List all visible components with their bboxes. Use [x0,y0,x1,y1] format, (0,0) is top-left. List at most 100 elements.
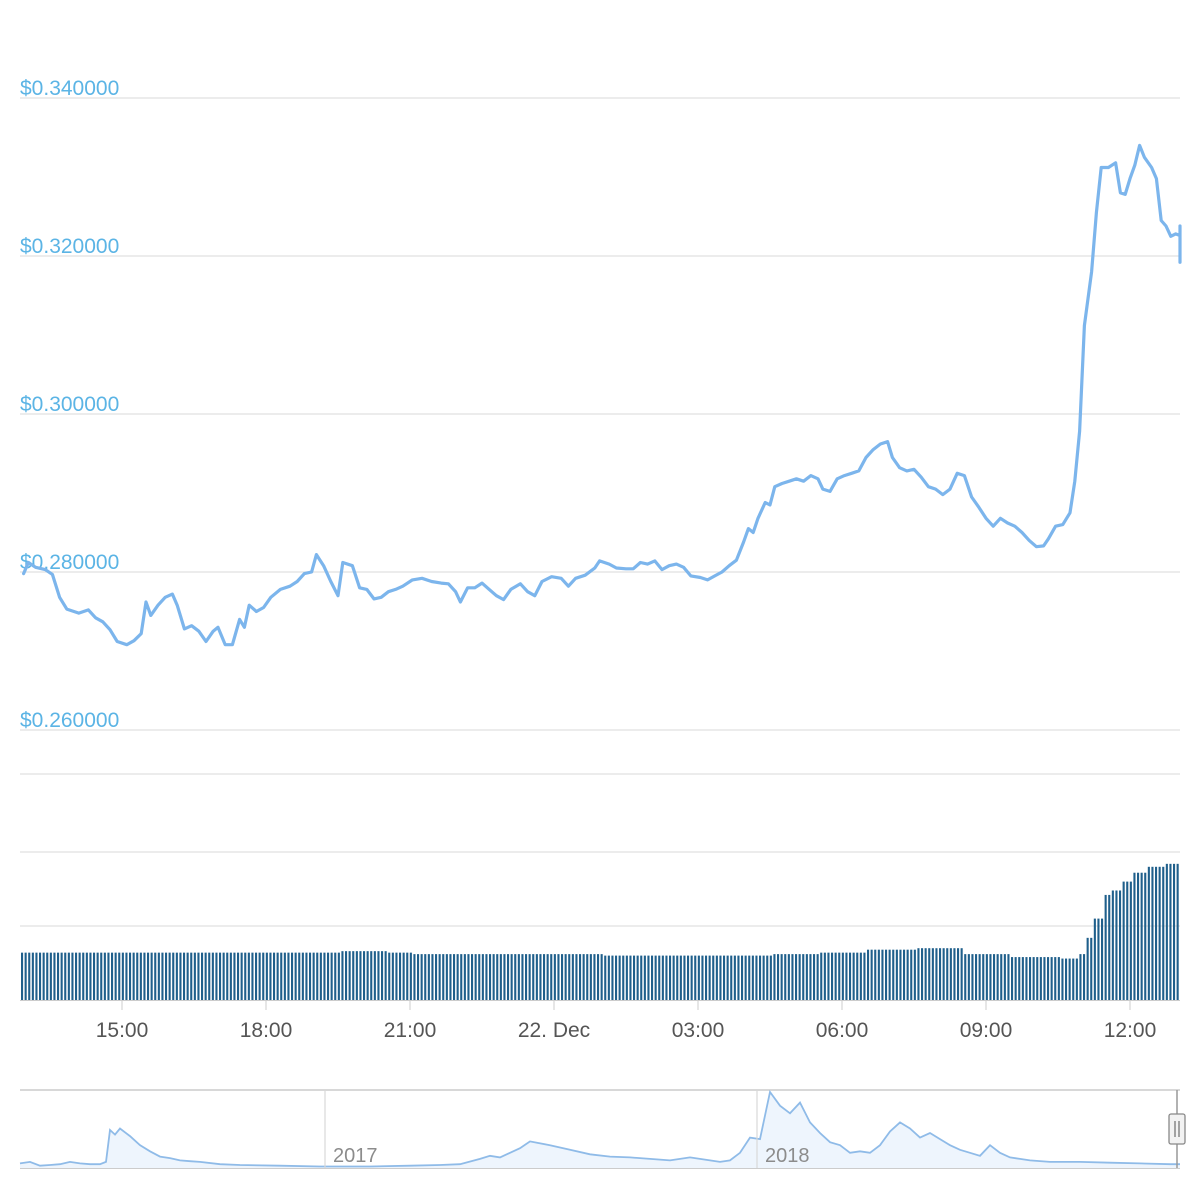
navigator-handle[interactable] [1168,1113,1186,1145]
volume-bar [553,954,556,1000]
volume-bar [1029,957,1032,1000]
volume-bar [1173,863,1176,1000]
x-axis-label: 22. Dec [518,1019,590,1042]
volume-bar [579,954,582,1000]
volume-bar [323,952,326,1000]
volume-bar [319,952,322,1000]
volume-bar [827,952,830,1000]
volume-bar [384,951,387,1000]
volume-bar [885,949,888,1000]
volume-bar [730,955,733,1000]
price-line[interactable] [22,143,1182,647]
y-axis-label: $0.340000 [20,77,119,100]
volume-bar [1147,866,1150,1000]
volume-bar [1007,954,1010,1000]
volume-bar [895,949,898,1000]
volume-bar [1000,954,1003,1000]
volume-bar [150,952,153,1000]
volume-bar [831,952,834,1000]
volume-bar [665,955,668,1000]
volume-bar [154,952,157,1000]
volume-bar [121,952,124,1000]
volume-bar [712,955,715,1000]
price-series[interactable] [22,143,1182,647]
volume-bar [247,952,250,1000]
volume-bar [1086,937,1089,1000]
volume-bar [1065,958,1068,1000]
volume-bar [75,952,78,1000]
grid-lines [20,97,1180,927]
volume-bar [881,949,884,1000]
volume-bar [859,952,862,1000]
volume-bar [215,952,218,1000]
volume-bar [741,955,744,1000]
volume-bar [769,955,772,1000]
volume-bar [564,954,567,1000]
volume-bar [165,952,168,1000]
volume-bar [496,954,499,1000]
volume-bar [805,954,808,1000]
volume-bar [834,952,837,1000]
volume-bar [183,952,186,1000]
volume-bar [298,952,301,1000]
volume-bar [679,955,682,1000]
volume-bar [715,955,718,1000]
volume-bar [899,949,902,1000]
volume-bar [1032,957,1035,1000]
volume-bar [179,952,182,1000]
volume-bar [748,955,751,1000]
volume-bar [93,952,96,1000]
volume-bar [409,952,412,1000]
volume-bar [687,955,690,1000]
volume-bar [633,955,636,1000]
volume-bar [237,952,240,1000]
volume-bar [1014,957,1017,1000]
volume-bar [1003,954,1006,1000]
volume-bar [78,952,81,1000]
navigator[interactable]: 2017 2018 [19,1089,1186,1169]
volume-bar [939,948,942,1000]
volume-bar [67,952,70,1000]
volume-bar [571,954,574,1000]
volume-bar [489,954,492,1000]
volume-bar [240,952,243,1000]
volume-bar [852,952,855,1000]
volume-bar [669,955,672,1000]
volume-bar [85,952,88,1000]
volume-bar [993,954,996,1000]
volume-bar [471,954,474,1000]
volume-bar [697,955,700,1000]
volume-bar [820,952,823,1000]
volume-bar [813,954,816,1000]
volume-bar [341,951,344,1000]
volume-bar [535,954,538,1000]
volume-bar [161,952,164,1000]
x-axis-label: 03:00 [672,1019,725,1042]
volume-bar [593,954,596,1000]
volume-bar [309,952,312,1000]
y-axis-label: $0.320000 [20,235,119,258]
volume-bar [1036,957,1039,1000]
volume-bar [64,952,67,1000]
volume-bar [539,954,542,1000]
volume-bar [388,952,391,1000]
x-axis-label: 21:00 [384,1019,437,1042]
volume-bar [957,948,960,1000]
volume-bar [568,954,571,1000]
volume-bar [521,954,524,1000]
y-axis-label: $0.260000 [20,709,119,732]
volume-bar [629,955,632,1000]
volume-bar [1018,957,1021,1000]
volume-bar [877,949,880,1000]
volume-bar [453,954,456,1000]
volume-bar [96,952,99,1000]
volume-bar [1104,894,1107,1000]
volume-bar [417,954,420,1000]
volume-bar [597,954,600,1000]
volume-bar [1050,957,1053,1000]
volume-bar [874,949,877,1000]
volume-bar [798,954,801,1000]
volume-bar [348,951,351,1000]
volume-bar [503,954,506,1000]
volume-bar [967,954,970,1000]
